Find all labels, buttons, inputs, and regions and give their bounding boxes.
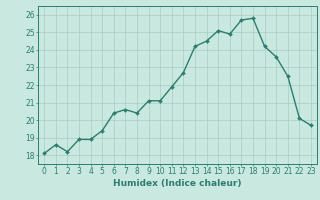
X-axis label: Humidex (Indice chaleur): Humidex (Indice chaleur) [113, 179, 242, 188]
